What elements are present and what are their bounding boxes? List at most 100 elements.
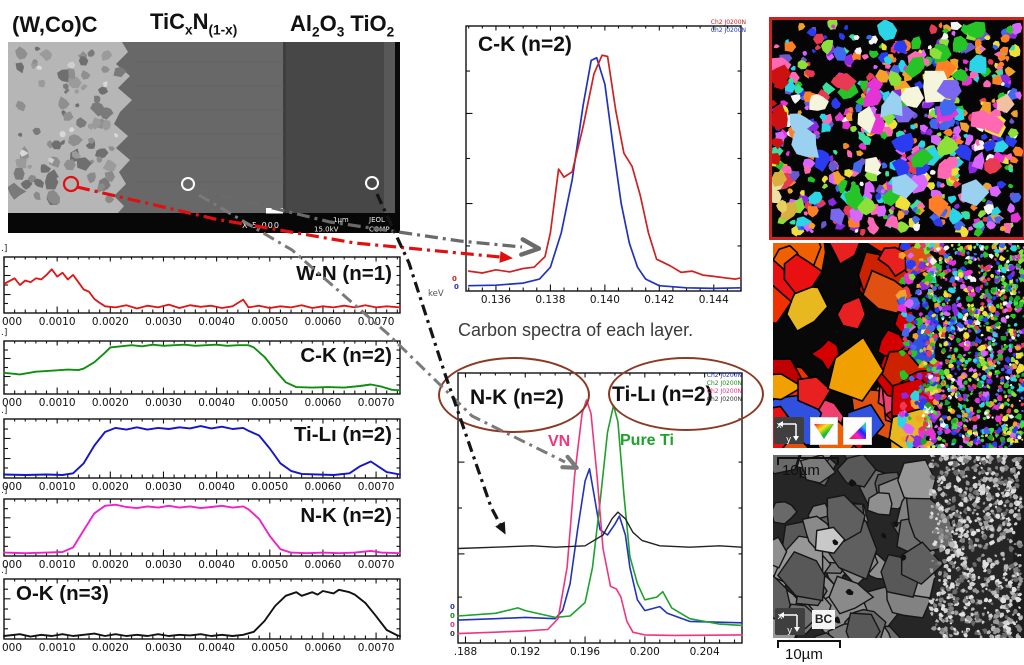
svg-text:0.0060: 0.0060 bbox=[305, 559, 342, 571]
legend-entry: Ch2 J0200N bbox=[706, 388, 742, 395]
svg-text:.188: .188 bbox=[454, 646, 477, 658]
svg-text:0.0010: 0.0010 bbox=[39, 397, 76, 409]
svg-text:0.0030: 0.0030 bbox=[145, 397, 182, 409]
axis-orientation-icon: x y bbox=[774, 417, 804, 445]
series-label-vn: VN bbox=[548, 433, 571, 450]
svg-text:0.0020: 0.0020 bbox=[92, 642, 129, 651]
scale-bracket bbox=[777, 640, 841, 648]
profile-label-wn: W-N (n=1) bbox=[296, 262, 392, 285]
svg-text:0.0010: 0.0010 bbox=[39, 642, 76, 651]
sem-micrograph: X 5,000 1µm JEOL 15.0kV COMP bbox=[8, 42, 400, 233]
profile-label-nk: N-K (n=2) bbox=[300, 504, 392, 527]
svg-text:0.0040: 0.0040 bbox=[198, 559, 235, 571]
ck-xaxis-unit: keV bbox=[428, 289, 444, 299]
band-contrast-image: 10µm x y BC bbox=[739, 427, 1024, 664]
svg-text:0.0060: 0.0060 bbox=[305, 642, 342, 651]
svg-text:000: 000 bbox=[2, 397, 22, 409]
axis-fragment: .] bbox=[1, 406, 8, 416]
sem-layer-label-ticn: TiCxN(1-x) bbox=[150, 9, 238, 38]
profile-chart-nk: 000 0.0010 0.0020 0.0030 0.0040 0.0050 0.0060 0… bbox=[2, 498, 401, 571]
svg-text:0.0030: 0.0030 bbox=[145, 642, 182, 651]
ck-spectrum-title: C-K (n=2) bbox=[478, 33, 572, 56]
legend-entry: Ch2 J0200N bbox=[710, 27, 746, 34]
ebsd-orientation-map-coarse: x y bbox=[743, 214, 1024, 475]
axis-fragment: .] bbox=[1, 328, 8, 338]
sem-layer-label-wcoc: (W,Co)C bbox=[12, 12, 98, 37]
legend-entry: Ch2 J0200N bbox=[706, 396, 742, 403]
sem-layer-label-al2o3-tio2: Al2O3 TiO2 bbox=[290, 11, 395, 40]
ebsd-map-fine-grains bbox=[766, 17, 1024, 238]
svg-text:0.196: 0.196 bbox=[570, 646, 600, 658]
ck-zero-label-blue: 0 bbox=[454, 283, 459, 291]
profile-chart-wn: 000 0.0010 0.0020 0.0030 0.0040 0.0050 0.0060 0… bbox=[2, 256, 401, 328]
svg-text:0.200: 0.200 bbox=[630, 646, 660, 658]
profile-chart-ck: 000 0.0010 0.0020 0.0030 0.0040 0.0050 0.0060 0… bbox=[2, 340, 401, 409]
axis-x-label: x bbox=[778, 612, 784, 622]
svg-text:0.0040: 0.0040 bbox=[198, 481, 235, 491]
scale-bracket bbox=[777, 457, 839, 465]
band-contrast-label: BC bbox=[812, 610, 835, 629]
profile-chart-til: 000 0.0010 0.0020 0.0030 0.0040 0.0050 0.0060 0… bbox=[2, 418, 401, 491]
sem-mode: COMP bbox=[369, 226, 390, 234]
svg-text:0.136: 0.136 bbox=[481, 294, 511, 306]
svg-text:0.0020: 0.0020 bbox=[92, 316, 129, 328]
sem-magnification: X 5,000 bbox=[242, 221, 280, 230]
sem-ticn-region bbox=[106, 42, 288, 213]
ipf-color-key-icon bbox=[843, 417, 872, 445]
svg-text:0.0060: 0.0060 bbox=[305, 316, 342, 328]
svg-text:0.0030: 0.0030 bbox=[145, 559, 182, 571]
axis-fragment: .] bbox=[1, 566, 8, 576]
sem-vendor: JEOL bbox=[368, 216, 385, 224]
axis-y-arrowhead-icon bbox=[793, 436, 799, 441]
svg-text:0.0050: 0.0050 bbox=[251, 642, 288, 651]
caption-carbon-spectra: Carbon spectra of each layer. bbox=[458, 320, 694, 340]
axis-x-arrowhead-icon bbox=[779, 612, 784, 618]
svg-text:000: 000 bbox=[2, 316, 22, 328]
axis-y-arrowhead-icon bbox=[794, 627, 800, 632]
ipf-color-key-icon bbox=[810, 417, 838, 445]
svg-text:000: 000 bbox=[2, 559, 22, 571]
sem-scale-label: 1µm bbox=[333, 216, 349, 224]
svg-text:0.138: 0.138 bbox=[535, 294, 565, 306]
svg-text:0.0010: 0.0010 bbox=[39, 481, 76, 491]
svg-text:0.140: 0.140 bbox=[590, 294, 620, 306]
svg-text:0.0050: 0.0050 bbox=[251, 316, 288, 328]
til-spectrum-title: Ti-Lı (n=2) bbox=[612, 383, 713, 406]
svg-text:0.0070: 0.0070 bbox=[358, 559, 395, 571]
axis-fragment: .] bbox=[1, 244, 8, 254]
sem-boundary-shadow bbox=[283, 42, 287, 213]
scale-label: 10µm bbox=[785, 646, 823, 663]
svg-text:0.0040: 0.0040 bbox=[198, 316, 235, 328]
axis-fragment: .] bbox=[1, 486, 8, 496]
svg-text:000: 000 bbox=[2, 481, 22, 491]
ipf-triangle bbox=[814, 424, 834, 439]
sem-scale-bar bbox=[266, 208, 283, 214]
svg-text:0.0020: 0.0020 bbox=[92, 397, 129, 409]
svg-text:0.0010: 0.0010 bbox=[39, 559, 76, 571]
svg-text:0.192: 0.192 bbox=[510, 646, 540, 658]
scale-label: 10µm bbox=[782, 462, 820, 479]
svg-text:0.0070: 0.0070 bbox=[358, 642, 395, 651]
band-contrast-grains bbox=[739, 427, 1024, 664]
svg-text:000: 000 bbox=[2, 642, 22, 651]
axis-y-label: y bbox=[786, 435, 792, 444]
series-label-pure-ti: Pure Ti bbox=[620, 432, 674, 449]
profile-label-ck: C-K (n=2) bbox=[300, 344, 392, 367]
nk-zero-label: 0 bbox=[450, 603, 455, 611]
ck-spectrum-chart: 0.136 0.138 0.140 0.142 0.144 bbox=[465, 25, 742, 306]
sem-tio2-region bbox=[384, 42, 397, 213]
ebsd-orientation-map-fine bbox=[766, 17, 1024, 240]
svg-text:0.204: 0.204 bbox=[690, 646, 720, 658]
axis-y-label: y bbox=[787, 626, 793, 635]
nk-zero-label: 0 bbox=[450, 612, 455, 620]
svg-text:0.0060: 0.0060 bbox=[305, 481, 342, 491]
legend-entry: Ch2 J0200N bbox=[710, 19, 746, 26]
nk-legend: Ch2 J0200N Ch2 J0200N Ch2 J0200N Ch2 J02… bbox=[688, 372, 742, 404]
sem-al2o3-region bbox=[286, 42, 394, 213]
nk-zero-label: 0 bbox=[450, 621, 455, 629]
svg-text:0.0010: 0.0010 bbox=[39, 316, 76, 328]
svg-text:0.142: 0.142 bbox=[644, 294, 674, 306]
sem-voltage: 15.0kV bbox=[314, 226, 339, 234]
svg-text:0.144: 0.144 bbox=[699, 294, 729, 306]
